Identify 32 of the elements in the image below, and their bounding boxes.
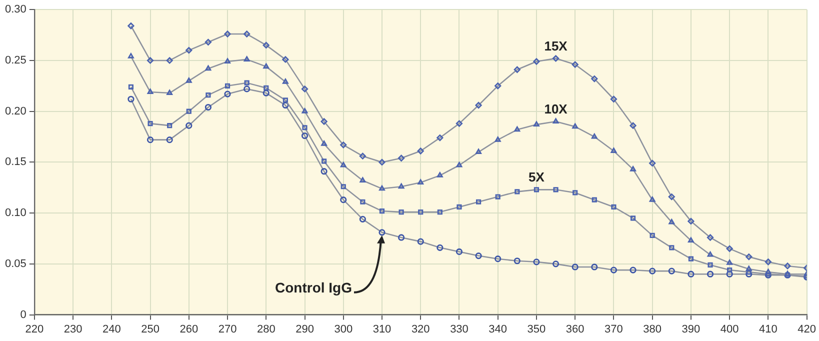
series-label: 15X: [544, 38, 568, 54]
x-tick-label: 270: [218, 323, 237, 336]
x-tick-label: 420: [798, 323, 816, 336]
x-tick-label: 390: [682, 323, 700, 336]
y-tick-label: 0.20: [4, 105, 26, 118]
y-tick-label: 0.30: [4, 4, 26, 16]
x-tick-label: 380: [643, 323, 662, 336]
x-tick-label: 350: [527, 323, 546, 336]
y-tick-label: 0.15: [4, 156, 26, 168]
series-label: 5X: [528, 170, 545, 185]
series-label: 10X: [544, 102, 568, 117]
x-tick-label: 400: [720, 323, 739, 336]
x-tick-label: 260: [180, 323, 198, 336]
x-tick-label: 330: [450, 323, 468, 336]
x-tick-label: 290: [296, 323, 314, 336]
y-tick-label: 0.25: [4, 54, 26, 66]
y-tick-label: 0.05: [4, 258, 26, 270]
x-tick-label: 230: [64, 323, 82, 336]
x-tick-label: 310: [372, 323, 392, 336]
x-tick-label: 280: [256, 323, 276, 336]
x-tick-label: 340: [488, 323, 508, 336]
x-tick-label: 300: [334, 323, 353, 336]
x-tick-label: 370: [604, 323, 623, 336]
x-tick-label: 360: [566, 323, 584, 336]
x-tick-label: 250: [141, 323, 160, 336]
y-tick-label: 0: [20, 308, 26, 321]
x-tick-label: 220: [25, 323, 44, 336]
x-tick-label: 410: [759, 323, 778, 336]
y-tick-label: 0.10: [4, 207, 26, 220]
text: Control IgG: [274, 279, 352, 296]
x-tick-label: 320: [411, 323, 430, 336]
x-tick-label: 240: [102, 323, 121, 336]
